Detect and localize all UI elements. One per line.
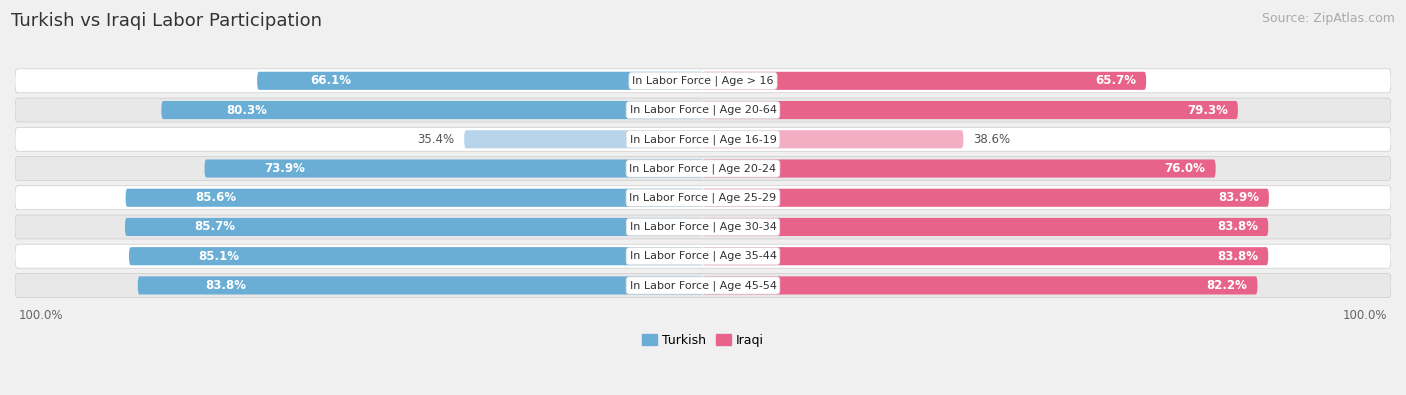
Text: In Labor Force | Age 30-34: In Labor Force | Age 30-34 [630, 222, 776, 232]
FancyBboxPatch shape [15, 98, 1391, 122]
FancyBboxPatch shape [703, 160, 1216, 178]
Text: 85.7%: 85.7% [194, 220, 235, 233]
Text: In Labor Force | Age > 16: In Labor Force | Age > 16 [633, 75, 773, 86]
FancyBboxPatch shape [703, 189, 1268, 207]
Text: In Labor Force | Age 25-29: In Labor Force | Age 25-29 [630, 192, 776, 203]
Text: Turkish vs Iraqi Labor Participation: Turkish vs Iraqi Labor Participation [11, 12, 322, 30]
FancyBboxPatch shape [204, 160, 703, 178]
FancyBboxPatch shape [15, 156, 1391, 181]
FancyBboxPatch shape [129, 247, 703, 265]
Text: 83.9%: 83.9% [1218, 191, 1258, 204]
Text: In Labor Force | Age 16-19: In Labor Force | Age 16-19 [630, 134, 776, 145]
FancyBboxPatch shape [703, 276, 1257, 295]
FancyBboxPatch shape [138, 276, 703, 295]
FancyBboxPatch shape [15, 186, 1391, 210]
FancyBboxPatch shape [703, 218, 1268, 236]
Text: In Labor Force | Age 20-24: In Labor Force | Age 20-24 [630, 163, 776, 174]
Text: 85.1%: 85.1% [198, 250, 239, 263]
Text: 85.6%: 85.6% [195, 191, 236, 204]
FancyBboxPatch shape [703, 101, 1237, 119]
FancyBboxPatch shape [125, 218, 703, 236]
Text: 35.4%: 35.4% [418, 133, 454, 146]
FancyBboxPatch shape [125, 189, 703, 207]
Text: 83.8%: 83.8% [1218, 220, 1258, 233]
Text: 100.0%: 100.0% [1343, 309, 1388, 322]
Text: 80.3%: 80.3% [226, 103, 267, 117]
Text: 65.7%: 65.7% [1095, 74, 1136, 87]
Text: 79.3%: 79.3% [1187, 103, 1227, 117]
Legend: Turkish, Iraqi: Turkish, Iraqi [637, 329, 769, 352]
FancyBboxPatch shape [162, 101, 703, 119]
Text: 76.0%: 76.0% [1164, 162, 1205, 175]
FancyBboxPatch shape [703, 130, 963, 149]
FancyBboxPatch shape [257, 72, 703, 90]
Text: 73.9%: 73.9% [264, 162, 305, 175]
Text: Source: ZipAtlas.com: Source: ZipAtlas.com [1261, 12, 1395, 25]
FancyBboxPatch shape [703, 72, 1146, 90]
Text: 82.2%: 82.2% [1206, 279, 1247, 292]
FancyBboxPatch shape [15, 244, 1391, 268]
FancyBboxPatch shape [15, 273, 1391, 297]
Text: In Labor Force | Age 20-64: In Labor Force | Age 20-64 [630, 105, 776, 115]
Text: In Labor Force | Age 35-44: In Labor Force | Age 35-44 [630, 251, 776, 261]
FancyBboxPatch shape [15, 69, 1391, 93]
Text: 66.1%: 66.1% [311, 74, 352, 87]
FancyBboxPatch shape [15, 127, 1391, 151]
Text: 100.0%: 100.0% [18, 309, 63, 322]
Text: 83.8%: 83.8% [1218, 250, 1258, 263]
Text: 83.8%: 83.8% [205, 279, 246, 292]
FancyBboxPatch shape [464, 130, 703, 149]
FancyBboxPatch shape [15, 215, 1391, 239]
Text: In Labor Force | Age 45-54: In Labor Force | Age 45-54 [630, 280, 776, 291]
FancyBboxPatch shape [703, 247, 1268, 265]
Text: 38.6%: 38.6% [973, 133, 1011, 146]
